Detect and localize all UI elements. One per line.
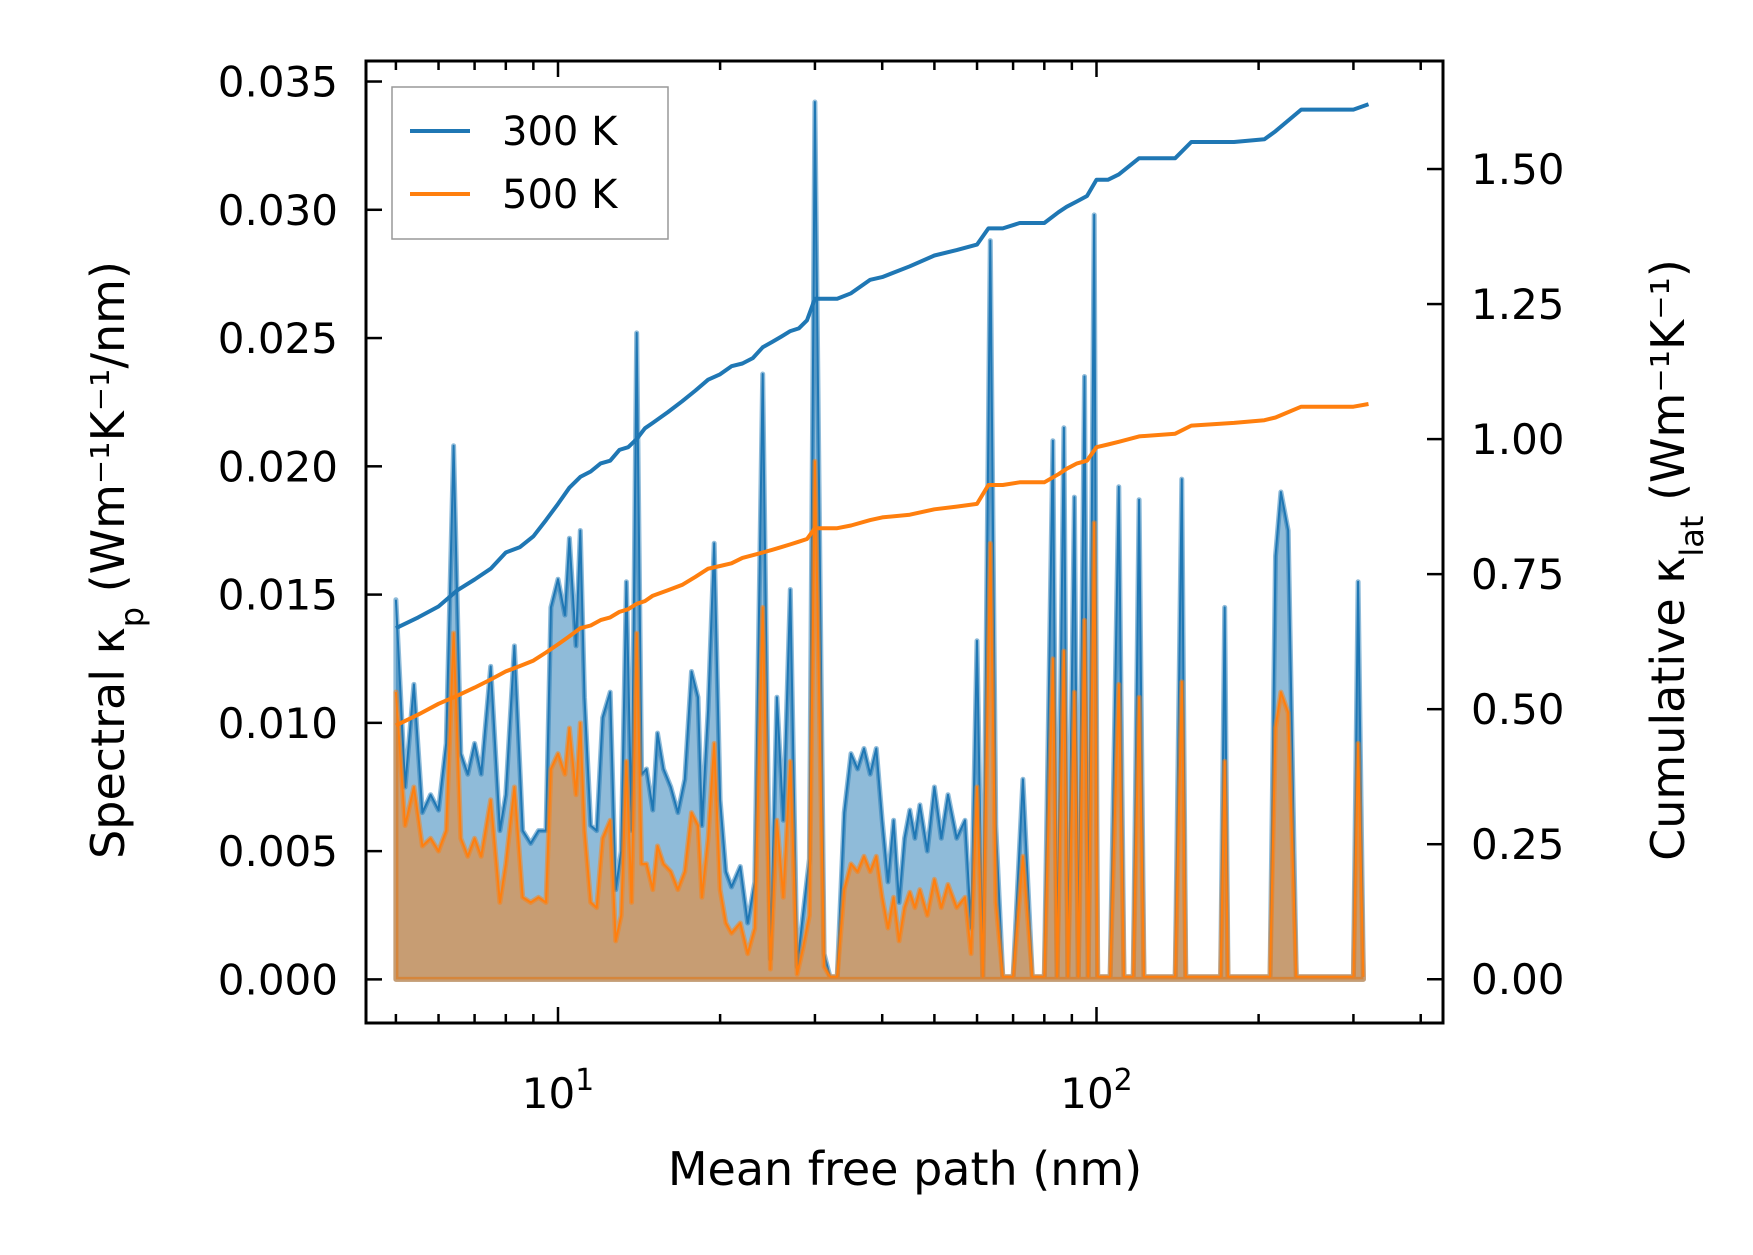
y-right-tick-label: 1.50 — [1471, 145, 1565, 194]
legend-label-300k: 300 K — [502, 109, 619, 155]
legend-box — [391, 86, 669, 240]
y-left-tick-label: 0.015 — [218, 571, 338, 620]
y-right-tick-label: 0.50 — [1471, 685, 1565, 734]
cumulative-line-300k — [395, 102, 1370, 631]
legend: 300 K 500 K — [391, 86, 669, 240]
y-right-tick-label: 1.00 — [1471, 415, 1565, 464]
y-left-tick-label: 0.020 — [218, 442, 338, 491]
y-left-tick-label: 0.000 — [218, 955, 338, 1004]
legend-label-500k: 500 K — [502, 172, 619, 218]
y-right-tick-label: 0.75 — [1471, 550, 1565, 599]
plot-frame — [364, 59, 1445, 1025]
cumulative-line-500k — [395, 402, 1369, 728]
x-tick-label: 101 — [522, 1063, 595, 1118]
spectral-line-300k — [394, 101, 1365, 978]
x-axis-label: Mean free path (nm) — [668, 1142, 1142, 1196]
y-left-tick-label: 0.030 — [218, 186, 338, 235]
y-axis-right-label: Cumulative κlat (Wm⁻¹K⁻¹) — [1641, 259, 1711, 861]
y-left-tick-label: 0.010 — [218, 699, 338, 748]
x-tick-label: 102 — [1060, 1063, 1133, 1118]
spectral-line-500k — [394, 460, 1365, 978]
cumulative-lines — [395, 102, 1370, 728]
y-right-tick-label: 0.25 — [1471, 820, 1565, 869]
y-left-tick-label: 0.005 — [218, 827, 338, 876]
y-left-tick-label: 0.025 — [218, 314, 338, 363]
ticks: 101 102 0.000 0.005 0.010 0.015 0.020 0.025 0.03… — [218, 58, 1565, 1118]
y-right-tick-label: 1.25 — [1471, 280, 1565, 329]
y-right-tick-label: 0.00 — [1471, 955, 1565, 1004]
y-left-tick-label: 0.035 — [218, 58, 338, 107]
y-axis-left-label: Spectral κp (Wm⁻¹K⁻¹/nm) — [81, 261, 151, 859]
